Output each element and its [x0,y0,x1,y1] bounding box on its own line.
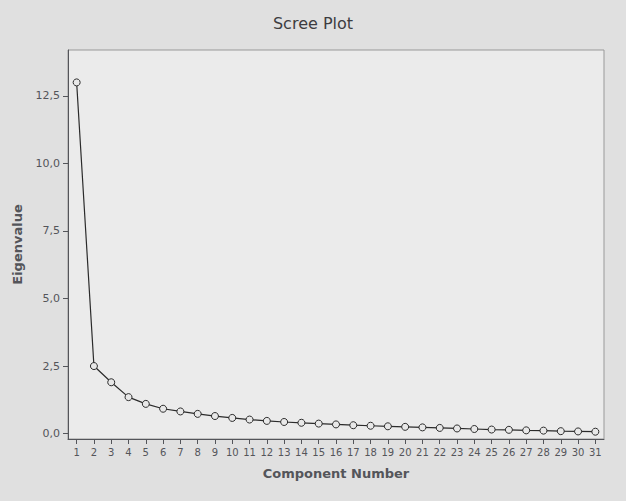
svg-text:17: 17 [347,447,360,458]
svg-text:27: 27 [520,447,533,458]
svg-text:9: 9 [212,447,218,458]
svg-text:7: 7 [177,447,183,458]
svg-text:Eigenvalue: Eigenvalue [10,204,25,285]
svg-text:3: 3 [108,447,114,458]
svg-text:10,0: 10,0 [36,157,61,170]
svg-text:21: 21 [416,447,429,458]
svg-text:19: 19 [382,447,395,458]
svg-text:14: 14 [295,447,308,458]
svg-text:2: 2 [91,447,97,458]
svg-text:16: 16 [330,447,343,458]
svg-text:Scree Plot: Scree Plot [273,14,353,33]
svg-text:15: 15 [312,447,325,458]
svg-text:23: 23 [451,447,464,458]
svg-text:18: 18 [364,447,377,458]
svg-text:8: 8 [194,447,200,458]
svg-text:20: 20 [399,447,412,458]
svg-text:0,0: 0,0 [43,427,61,440]
svg-text:12: 12 [260,447,273,458]
svg-text:1: 1 [73,447,79,458]
svg-text:26: 26 [503,447,516,458]
svg-text:22: 22 [433,447,446,458]
svg-text:13: 13 [278,447,291,458]
svg-text:24: 24 [468,447,481,458]
svg-text:30: 30 [572,447,585,458]
svg-text:28: 28 [537,447,550,458]
svg-text:31: 31 [589,447,602,458]
svg-text:7,5: 7,5 [43,224,61,237]
svg-text:11: 11 [243,447,256,458]
svg-text:6: 6 [160,447,166,458]
svg-text:2,5: 2,5 [43,360,61,373]
svg-text:10: 10 [226,447,239,458]
svg-text:4: 4 [125,447,131,458]
svg-text:5,0: 5,0 [43,292,61,305]
svg-text:5: 5 [143,447,149,458]
svg-text:25: 25 [485,447,498,458]
svg-text:Component Number: Component Number [263,466,410,481]
svg-text:12,5: 12,5 [36,89,61,102]
svg-text:29: 29 [554,447,567,458]
